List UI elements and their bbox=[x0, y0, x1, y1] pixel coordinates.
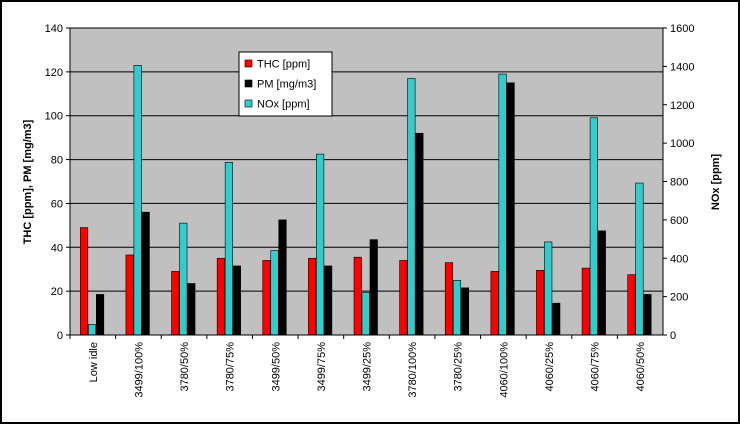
bar-nox bbox=[88, 324, 97, 336]
bar-thc bbox=[627, 274, 636, 336]
bar-nox bbox=[270, 250, 279, 336]
bar-nox bbox=[635, 182, 644, 336]
bar-pm bbox=[643, 294, 652, 336]
left-axis-ticks: 0 20 40 60 80 100 120 140 bbox=[45, 23, 70, 342]
legend-label-pm: PM [mg/m3] bbox=[257, 79, 316, 91]
right-tick-label: 1000 bbox=[670, 138, 694, 150]
bar-thc bbox=[171, 271, 180, 336]
category-labels: Low idle 3499/100% 3780/50% 3780/75% 3499/50… bbox=[69, 335, 647, 398]
right-tick-label: 0 bbox=[670, 330, 676, 342]
legend-swatch-pm bbox=[244, 79, 253, 88]
bar-thc bbox=[80, 227, 89, 336]
category-label: 3499/100% bbox=[133, 342, 145, 398]
bar-thc bbox=[308, 257, 317, 336]
bar-thc bbox=[399, 260, 408, 336]
bar-nox bbox=[407, 78, 416, 336]
right-axis-ticks: 0 200 400 600 800 1000 1200 1400 1600 bbox=[663, 23, 694, 342]
category-label: Low idle bbox=[88, 342, 100, 382]
bar-pm bbox=[96, 294, 105, 336]
right-tick-label: 1200 bbox=[670, 100, 694, 112]
category-label: 3499/25% bbox=[362, 342, 374, 392]
bar-thc bbox=[444, 262, 454, 336]
bar-nox bbox=[498, 73, 507, 336]
bar-nox bbox=[316, 153, 325, 336]
right-tick-label: 1600 bbox=[670, 23, 694, 35]
right-tick-label: 800 bbox=[670, 177, 688, 189]
bar-nox bbox=[224, 162, 233, 336]
category-label: 3780/75% bbox=[225, 342, 237, 392]
bar-nox bbox=[544, 241, 553, 336]
category-label: 4060/50% bbox=[635, 342, 647, 392]
bar-pm bbox=[278, 219, 287, 336]
category-label: 3780/50% bbox=[179, 342, 191, 392]
bar-nox bbox=[179, 222, 188, 336]
left-tick-label: 80 bbox=[51, 155, 63, 167]
category-label: 4060/75% bbox=[590, 342, 602, 392]
category-label: 3499/75% bbox=[316, 342, 328, 392]
legend-label-nox: NOx [ppm] bbox=[257, 99, 310, 111]
bar-nox bbox=[361, 292, 370, 336]
bar-pm bbox=[506, 82, 515, 336]
legend: THC [ppm] PM [mg/m3] NOx [ppm] bbox=[238, 51, 333, 117]
bar-pm bbox=[232, 265, 241, 336]
bar-pm bbox=[415, 132, 424, 336]
category-label: 3780/25% bbox=[453, 342, 465, 392]
legend-box bbox=[238, 51, 333, 117]
bar-pm bbox=[187, 283, 196, 336]
bar-pm bbox=[552, 302, 561, 336]
left-tick-label: 20 bbox=[51, 286, 63, 298]
right-tick-label: 1400 bbox=[670, 61, 694, 73]
bar-thc bbox=[581, 267, 590, 336]
left-tick-label: 120 bbox=[45, 67, 63, 79]
bar-pm bbox=[141, 211, 150, 336]
right-tick-label: 400 bbox=[670, 253, 688, 265]
legend-label-thc: THC [ppm] bbox=[257, 59, 310, 71]
left-tick-label: 140 bbox=[45, 23, 63, 35]
category-label: 3780/100% bbox=[407, 342, 419, 398]
right-axis-title: NOx [ppm] bbox=[710, 154, 722, 211]
bar-thc bbox=[490, 271, 499, 336]
bar-pm bbox=[324, 265, 333, 336]
bar-pm bbox=[369, 239, 378, 336]
bar-nox bbox=[452, 280, 462, 336]
left-tick-label: 60 bbox=[51, 198, 63, 210]
bars bbox=[80, 65, 652, 336]
bar-nox bbox=[589, 117, 598, 336]
right-tick-label: 600 bbox=[670, 215, 688, 227]
category-label: 3499/50% bbox=[270, 342, 282, 392]
bar-nox bbox=[133, 65, 142, 336]
bar-thc bbox=[216, 257, 225, 336]
bar-thc bbox=[536, 270, 545, 336]
right-tick-label: 200 bbox=[670, 292, 688, 304]
bar-thc bbox=[353, 256, 362, 336]
left-tick-label: 100 bbox=[45, 111, 63, 123]
legend-swatch-thc bbox=[244, 59, 253, 68]
category-label: 4060/25% bbox=[544, 342, 556, 392]
legend-swatch-nox bbox=[244, 99, 253, 108]
category-label: 4060/100% bbox=[498, 342, 510, 398]
bar-thc bbox=[125, 254, 134, 336]
left-axis-title: THC [ppm], PM [mg/m3] bbox=[22, 119, 34, 244]
bar-pm bbox=[597, 230, 606, 336]
bar-thc bbox=[262, 260, 271, 336]
bar-pm bbox=[460, 287, 470, 336]
left-tick-label: 40 bbox=[51, 242, 63, 254]
left-tick-label: 0 bbox=[57, 330, 63, 342]
gridlines bbox=[70, 27, 663, 292]
plot-area bbox=[69, 27, 664, 336]
